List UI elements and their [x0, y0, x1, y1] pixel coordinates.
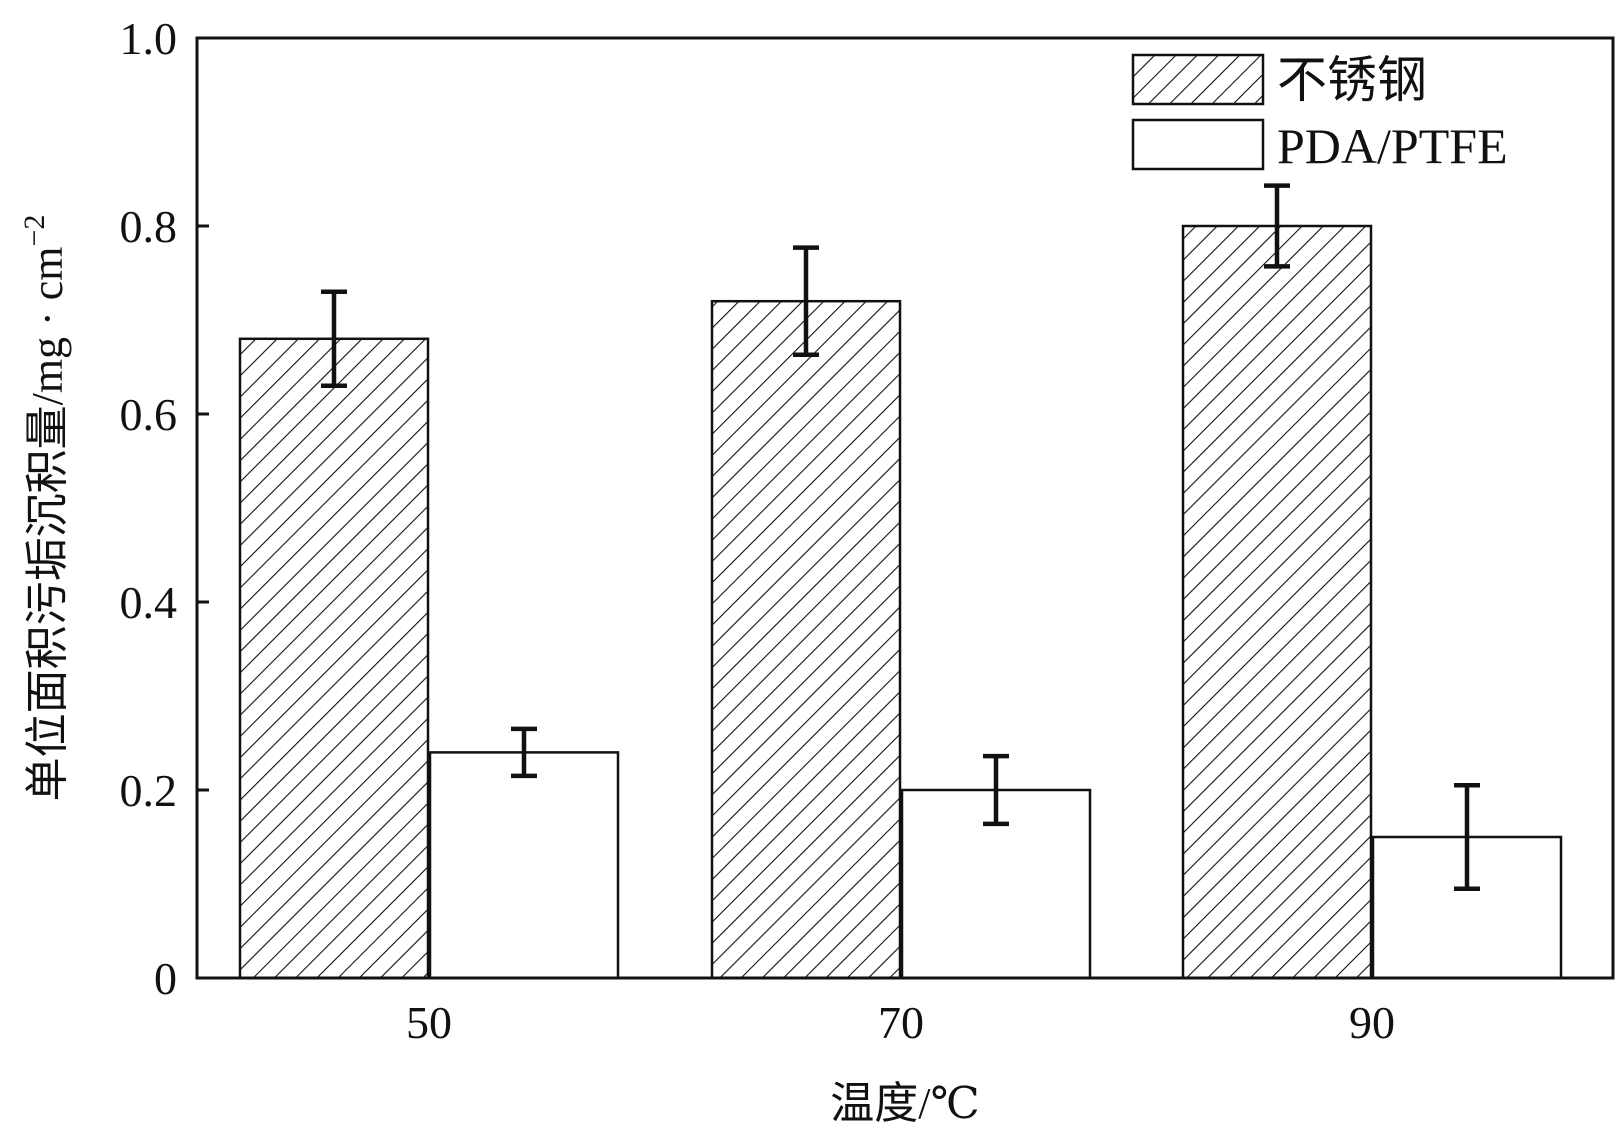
bar-stainless-steel-70: [710, 299, 902, 980]
error-bar-stainless-steel-50: [321, 289, 347, 389]
y-axis-title-exponent: −2: [18, 215, 51, 247]
bars-layer: [238, 224, 1563, 980]
legend-item-pda-ptfe: PDA/PTFE: [1131, 118, 1508, 174]
error-bar-pda-ptfe-70: [983, 753, 1009, 827]
y-tick-label: 0.2: [120, 765, 178, 816]
y-axis: 0 0.2 0.4 0.6 0.8 1.0: [120, 13, 209, 1004]
x-axis-title: 温度/℃: [830, 1079, 979, 1128]
x-axis: 50 70 90: [406, 997, 1395, 1048]
y-tick-label: 1.0: [120, 13, 178, 64]
y-tick-label: 0.8: [120, 201, 178, 252]
legend-label-stainless-steel: 不锈钢: [1277, 52, 1427, 108]
y-tick-label: 0: [154, 953, 177, 1004]
error-bar-stainless-steel-90: [1264, 183, 1290, 269]
plot-frame: [195, 36, 1615, 980]
legend: 不锈钢 PDA/PTFE: [1131, 52, 1508, 174]
bar-stainless-steel-50: [238, 337, 430, 980]
legend-swatch-pda-ptfe: [1131, 118, 1265, 171]
x-tick-label: 50: [406, 997, 452, 1048]
x-tick-label: 90: [1349, 997, 1395, 1048]
legend-item-stainless-steel: 不锈钢: [1131, 52, 1427, 108]
legend-swatch-stainless-steel: [1131, 53, 1265, 106]
legend-label-pda-ptfe: PDA/PTFE: [1277, 118, 1508, 174]
y-axis-title-main: 单位面积污垢沉积量/mg · cm: [23, 247, 72, 802]
y-tick-label: 0.6: [120, 389, 178, 440]
error-bar-stainless-steel-70: [793, 245, 819, 358]
error-bar-pda-ptfe-90: [1454, 783, 1480, 891]
error-bars-layer: [321, 183, 1480, 891]
bar-pda-ptfe-50: [428, 751, 620, 980]
y-axis-title: 单位面积污垢沉积量/mg · cm−2: [18, 215, 72, 802]
bar-stainless-steel-90: [1181, 224, 1373, 980]
x-tick-label: 70: [878, 997, 924, 1048]
y-tick-label: 0.4: [120, 577, 178, 628]
error-bar-pda-ptfe-50: [511, 726, 537, 779]
